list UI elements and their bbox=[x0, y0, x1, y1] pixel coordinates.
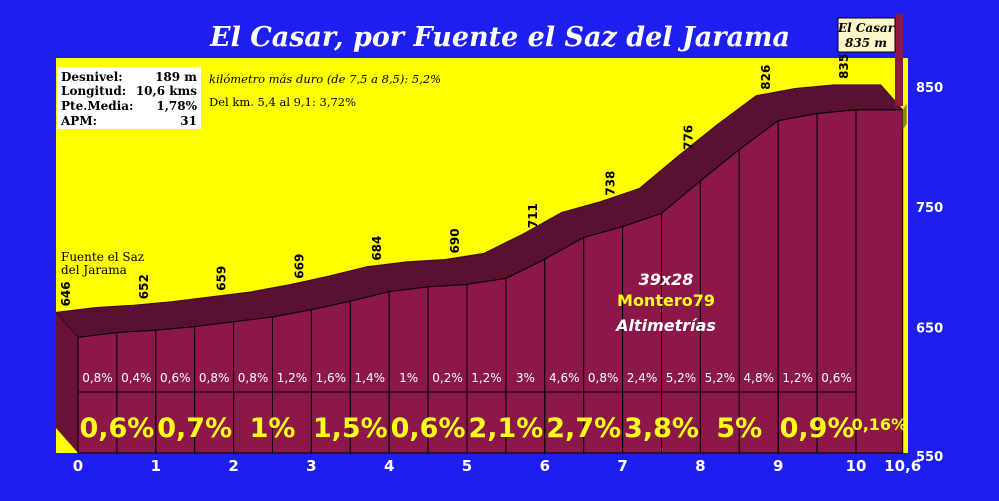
x-tick-label: 3 bbox=[306, 457, 316, 475]
stat-value-pte-media: 1,78% bbox=[156, 99, 197, 113]
segment-note: Del km. 5,4 al 9,1: 3,72% bbox=[209, 95, 356, 109]
altitude-label: 669 bbox=[292, 254, 306, 279]
watermark-author: Montero79 bbox=[617, 291, 715, 310]
x-tick-label: 1 bbox=[151, 457, 161, 475]
stat-label-desnivel: Desnivel: bbox=[61, 70, 123, 84]
summit-label-altitude: 835 m bbox=[845, 36, 887, 50]
km-gradient-label: 0,16% bbox=[852, 415, 908, 434]
stat-label-longitud: Longitud: bbox=[61, 84, 126, 98]
y-tick-label: 550 bbox=[916, 450, 943, 465]
altitude-label: 738 bbox=[604, 171, 618, 196]
stat-value-apm: 31 bbox=[180, 114, 197, 128]
km-gradient-label: 0,7% bbox=[157, 413, 232, 444]
km-gradient-label: 1% bbox=[250, 413, 296, 444]
half-km-gradient-label: 5,2% bbox=[666, 371, 697, 385]
profile-slice bbox=[777, 112, 818, 454]
chart-title: El Casar, por Fuente el Saz del Jarama bbox=[209, 22, 790, 53]
half-km-gradient-label: 2,4% bbox=[627, 371, 658, 385]
stat-value-desnivel: 189 m bbox=[155, 70, 197, 84]
half-km-gradient-label: 5,2% bbox=[705, 371, 736, 385]
altitude-label: 652 bbox=[137, 274, 151, 299]
km-gradient-label: 0,6% bbox=[391, 413, 466, 444]
half-km-gradient-label: 1,2% bbox=[277, 371, 308, 385]
half-km-gradient-label: 0,2% bbox=[432, 371, 463, 385]
y-tick-label: 750 bbox=[916, 201, 943, 216]
y-axis-ticks: 550 650 750 850 bbox=[916, 81, 943, 465]
km-gradient-label: 3,8% bbox=[624, 413, 699, 444]
half-km-gradient-label: 0,6% bbox=[160, 371, 191, 385]
altitude-label: 835 bbox=[837, 54, 851, 79]
profile-end-cap bbox=[902, 103, 907, 130]
km-gradient-label: 0,9% bbox=[780, 413, 855, 444]
start-label-line1: Fuente el Saz bbox=[61, 250, 144, 264]
x-tick-label: 0 bbox=[73, 457, 83, 475]
x-tick-label: 8 bbox=[695, 457, 705, 475]
profile-slice bbox=[816, 109, 857, 454]
summit-flag: El Casar 835 m bbox=[837, 14, 903, 106]
half-km-gradient-label: 0,8% bbox=[199, 371, 230, 385]
altitude-label: 659 bbox=[215, 266, 229, 291]
km-gradient-label: 2,1% bbox=[468, 413, 543, 444]
half-km-gradient-label: 4,6% bbox=[549, 371, 580, 385]
altitude-label: 826 bbox=[759, 65, 773, 90]
stats-box-background bbox=[57, 67, 201, 129]
x-tick-label: 6 bbox=[540, 457, 550, 475]
half-km-gradient-label: 0,8% bbox=[238, 371, 269, 385]
altitude-label: 776 bbox=[681, 125, 695, 150]
half-km-gradient-label: 0,8% bbox=[82, 371, 113, 385]
altitude-label: 684 bbox=[370, 236, 384, 261]
x-tick-label: 5 bbox=[462, 457, 472, 475]
profile-slice bbox=[855, 109, 904, 454]
km-gradient-label: 5% bbox=[716, 413, 762, 444]
hardest-km-note: kilómetro más duro (de 7,5 a 8,5): 5,2% bbox=[209, 72, 441, 86]
x-tick-label: 10,6 bbox=[884, 457, 921, 475]
summit-label-box bbox=[837, 17, 896, 53]
summit-label-name: El Casar bbox=[837, 21, 896, 35]
altitude-labels: 646 652 659 669 684 690 711 738 776 826 835 bbox=[59, 54, 851, 307]
watermark-source: Altimetrías bbox=[614, 316, 716, 335]
altitude-label: 690 bbox=[448, 228, 462, 253]
y-tick-label: 850 bbox=[916, 81, 943, 96]
y-tick-label: 650 bbox=[916, 322, 943, 337]
km-gradient-label: 1,5% bbox=[313, 413, 388, 444]
profile-slice bbox=[738, 119, 779, 454]
half-km-gradient-label: 1,2% bbox=[471, 371, 502, 385]
stats-box: Desnivel: 189 m Longitud: 10,6 kms Pte.M… bbox=[57, 67, 201, 129]
stat-label-pte-media: Pte.Media: bbox=[61, 99, 133, 113]
half-km-gradient-label: 3% bbox=[516, 371, 535, 385]
stat-value-longitud: 10,6 kms bbox=[136, 84, 197, 98]
half-km-gradient-label: 4,8% bbox=[744, 371, 775, 385]
profile-layer bbox=[54, 84, 907, 454]
x-tick-label: 7 bbox=[617, 457, 627, 475]
altitude-label: 711 bbox=[526, 203, 540, 228]
x-axis-ticks: 0 1 2 3 4 5 6 7 8 9 10 10,6 bbox=[73, 457, 921, 475]
gradient-labels: 0,8% 0,4% 0,6% 0,8% 0,8% 1,2% 1,6% 1,4% 1% 0,2% 1,… bbox=[79, 371, 907, 444]
half-km-gradient-label: 1,4% bbox=[355, 371, 386, 385]
half-km-gradient-label: 1,6% bbox=[316, 371, 347, 385]
altitude-label: 646 bbox=[59, 281, 73, 306]
watermark-gear: 39x28 bbox=[639, 270, 694, 289]
half-km-gradient-label: 1,2% bbox=[782, 371, 813, 385]
x-tick-label: 9 bbox=[773, 457, 783, 475]
start-label-line2: del Jarama bbox=[61, 263, 127, 277]
x-tick-label: 4 bbox=[384, 457, 394, 475]
half-km-gradient-label: 0,8% bbox=[588, 371, 619, 385]
profile-side-wall bbox=[56, 312, 78, 453]
half-km-gradient-label: 0,4% bbox=[121, 371, 152, 385]
summit-pole bbox=[895, 14, 903, 106]
x-tick-label: 10 bbox=[846, 457, 867, 475]
x-tick-label: 2 bbox=[228, 457, 238, 475]
half-km-gradient-label: 0,6% bbox=[821, 371, 852, 385]
km-gradient-label: 2,7% bbox=[546, 413, 621, 444]
stat-label-apm: APM: bbox=[60, 114, 97, 128]
half-km-gradient-label: 1% bbox=[399, 371, 418, 385]
watermark: 39x28 Montero79 Altimetrías bbox=[614, 270, 716, 335]
km-gradient-label: 0,6% bbox=[79, 413, 154, 444]
